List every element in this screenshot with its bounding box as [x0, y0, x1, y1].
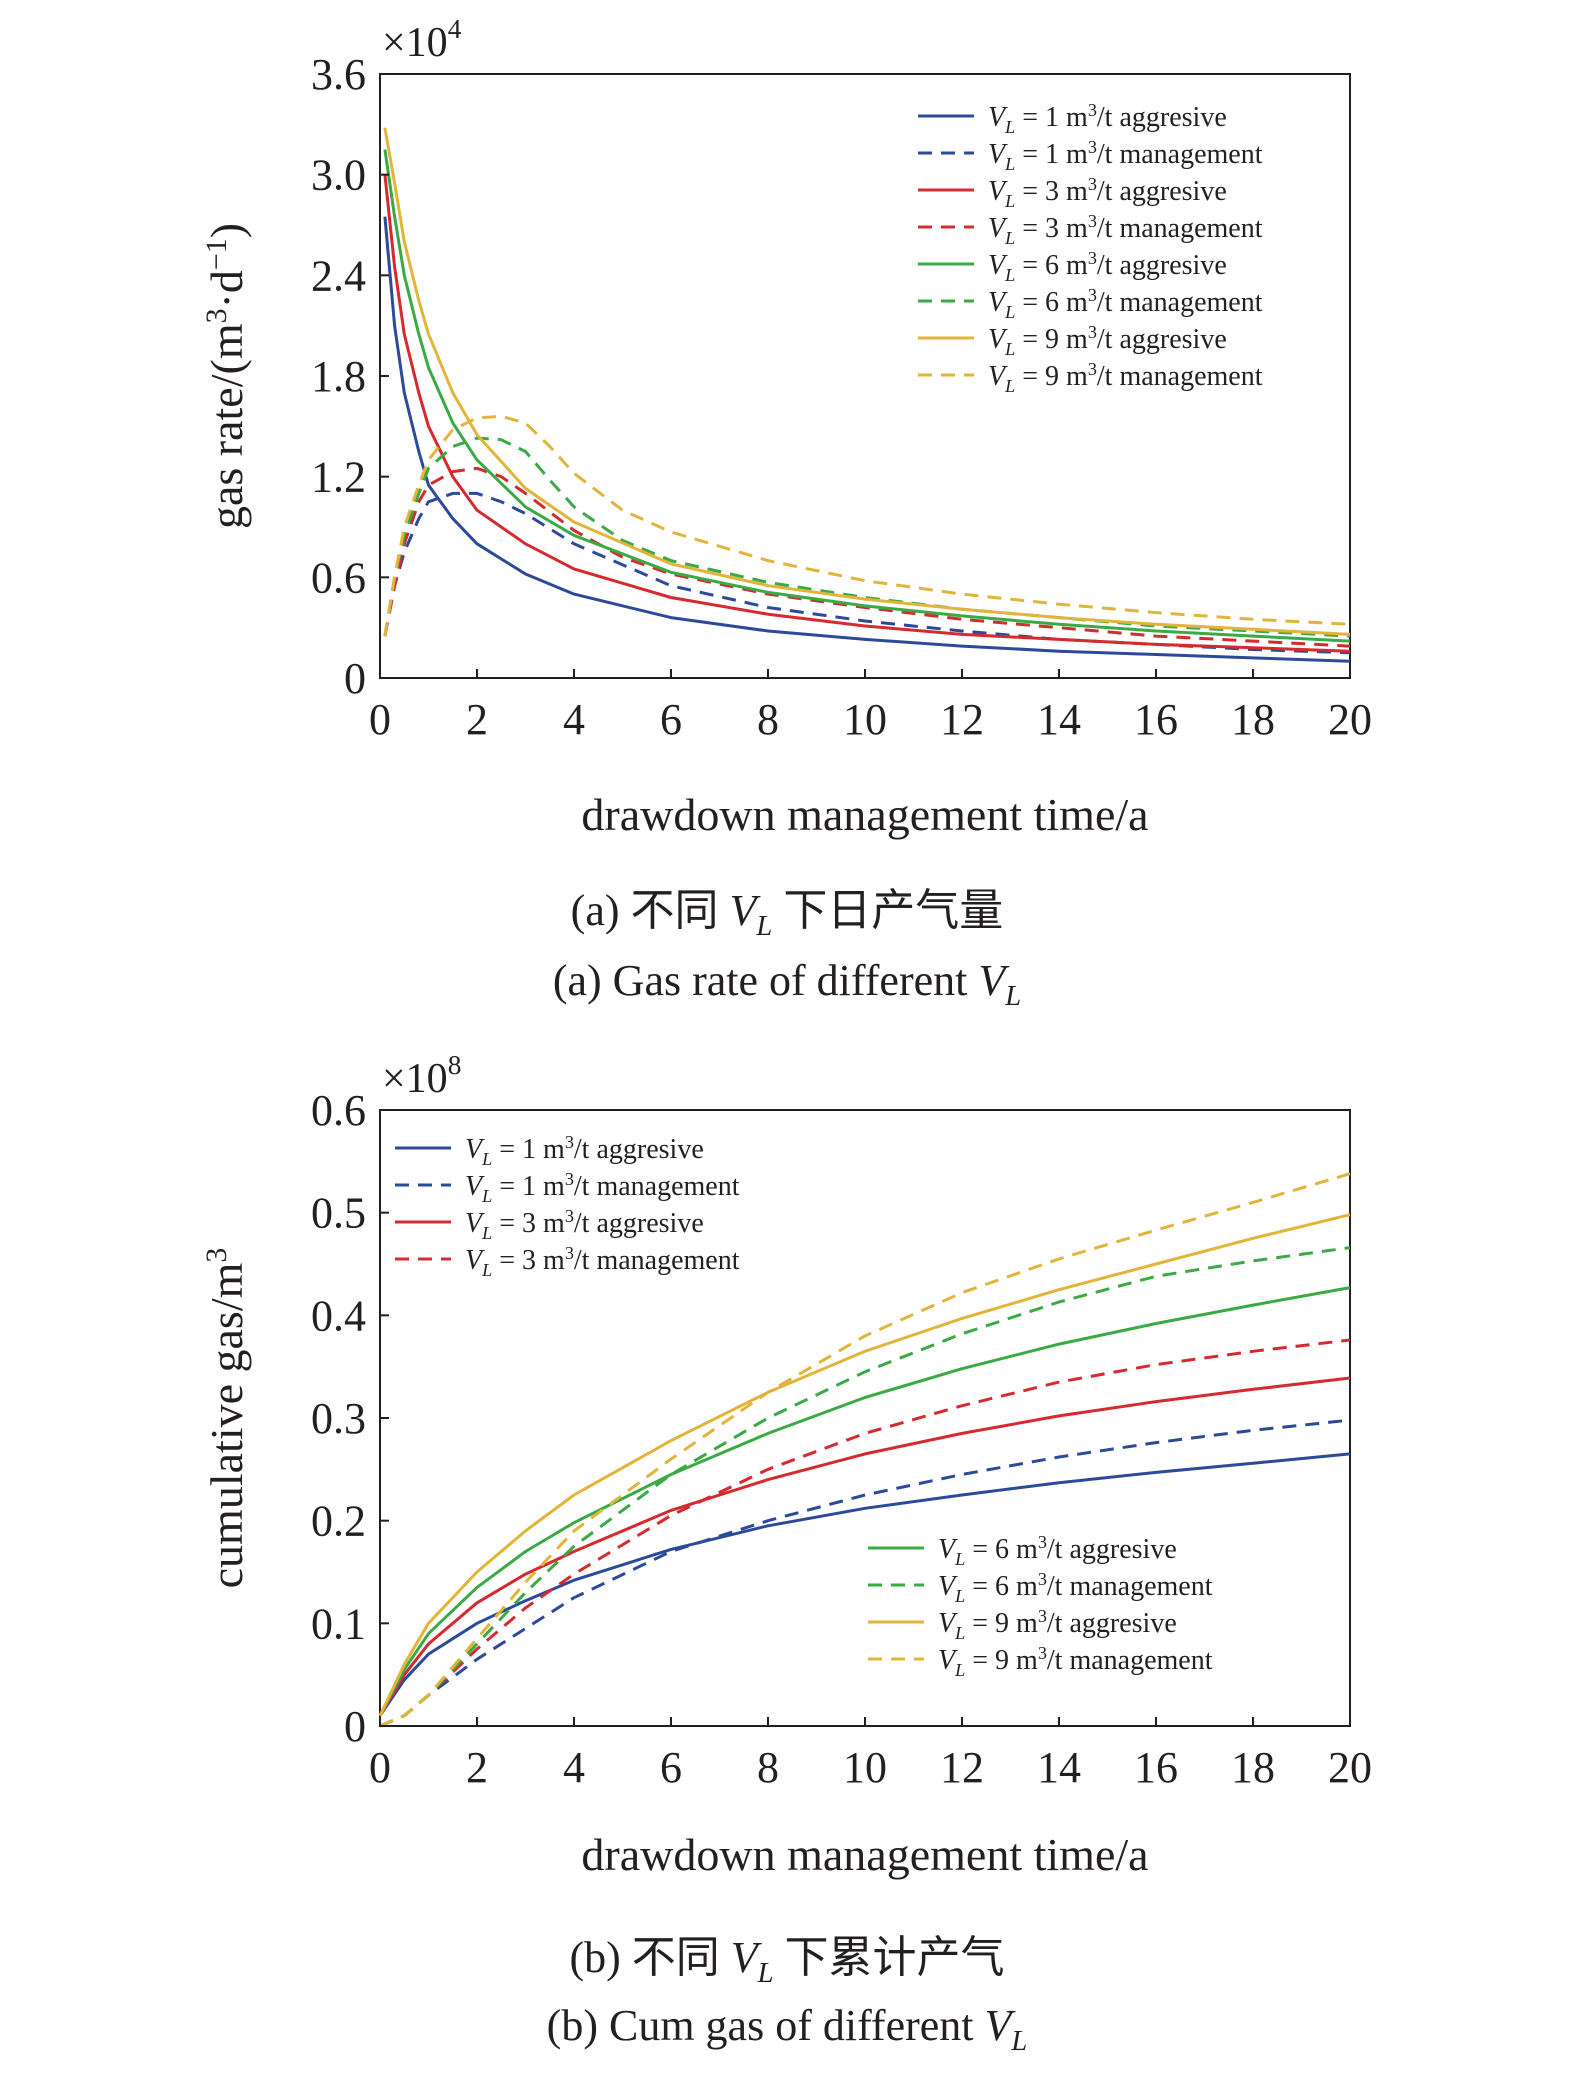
legend-label: VL = 1 m3/t aggresive	[465, 1132, 704, 1169]
legend-label: VL = 6 m3/t aggresive	[938, 1532, 1177, 1569]
x-tick-label: 0	[369, 1743, 391, 1792]
legend-label: VL = 3 m3/t aggresive	[465, 1206, 704, 1243]
legend-label: VL = 3 m3/t aggresive	[988, 174, 1227, 211]
x-tick-group: 0 2 4 6 8 10 12 14 16 18 20	[369, 1717, 1372, 1792]
series-group	[378, 1172, 1351, 1728]
legend-label: VL = 9 m3/t aggresive	[938, 1606, 1177, 1643]
x-tick-label: 8	[757, 695, 779, 744]
x-tick-label: 20	[1328, 1743, 1372, 1792]
y-tick-label: 0.6	[311, 1086, 366, 1135]
series-line-3	[383, 466, 1351, 648]
caption-chinese: (b) 不同 VL 下累计产气	[569, 1933, 1004, 1989]
series-line-6	[383, 127, 1351, 636]
legend-label: VL = 6 m3/t management	[988, 285, 1263, 322]
x-tick-label: 4	[563, 695, 585, 744]
legend-label: VL = 6 m3/t management	[938, 1569, 1213, 1606]
chart-gas-rate: 0 2 4 6 8 10 12 14 16 18 20 0 0.6 1.2 1.8 2.4 3.0 3.6 ×1…	[200, 14, 1372, 1012]
x-axis-label: drawdown management time/a	[581, 789, 1148, 840]
legend-label: VL = 3 m3/t management	[465, 1243, 740, 1280]
y-axis-label: cumulative gas/m3	[200, 1248, 252, 1589]
y-axis-label: gas rate/(m3·d−1)	[200, 223, 252, 529]
series-line-7	[383, 414, 1351, 637]
y-tick-group: 0 0.6 1.2 1.8 2.4 3.0 3.6	[311, 50, 389, 703]
x-tick-label: 12	[940, 1743, 984, 1792]
y-tick-label: 0.1	[311, 1599, 366, 1648]
legend-label: VL = 9 m3/t aggresive	[988, 322, 1227, 359]
chart-cumulative-gas: 0 2 4 6 8 10 12 14 16 18 20 0 0.1 0.2 0.3 0.4 0.5 0.6 ×1…	[200, 1050, 1372, 2057]
x-tick-label: 10	[843, 1743, 887, 1792]
y-tick-label: 3.0	[311, 151, 366, 200]
y-tick-label: 0	[344, 1702, 366, 1751]
x-tick-label: 20	[1328, 695, 1372, 744]
series-line-0	[383, 216, 1351, 663]
x-tick-label: 0	[369, 695, 391, 744]
plot-frame	[379, 1109, 1351, 1727]
x-tick-label: 4	[563, 1743, 585, 1792]
series-line-7	[379, 1172, 1351, 1728]
y-tick-label: 2.4	[311, 251, 366, 300]
caption-english: (b) Cum gas of different VL	[547, 2001, 1028, 2057]
legend-label: VL = 3 m3/t management	[988, 211, 1263, 248]
series-group	[383, 127, 1351, 663]
legend-label: VL = 9 m3/t management	[938, 1643, 1213, 1680]
y-multiplier: ×104	[382, 14, 462, 66]
x-tick-label: 16	[1134, 695, 1178, 744]
x-tick-label: 10	[843, 695, 887, 744]
y-tick-group: 0 0.1 0.2 0.3 0.4 0.5 0.6	[311, 1086, 389, 1751]
series-line-4	[378, 1286, 1351, 1717]
x-tick-label: 8	[757, 1743, 779, 1792]
y-tick-label: 0.3	[311, 1394, 366, 1443]
y-tick-label: 1.2	[311, 453, 366, 502]
series-line-1	[383, 491, 1351, 655]
legend-label: VL = 9 m3/t management	[988, 359, 1263, 396]
x-tick-label: 6	[660, 695, 682, 744]
y-tick-label: 1.8	[311, 352, 366, 401]
x-tick-label: 2	[466, 1743, 488, 1792]
y-tick-label: 0.6	[311, 553, 366, 602]
y-tick-label: 0.2	[311, 1497, 366, 1546]
x-tick-label: 12	[940, 695, 984, 744]
caption-chinese: (a) 不同 VL 下日产气量	[571, 886, 1004, 942]
x-tick-label: 14	[1037, 695, 1081, 744]
legend-label: VL = 1 m3/t management	[465, 1169, 740, 1206]
y-tick-label: 3.6	[311, 50, 366, 99]
x-tick-label: 18	[1231, 695, 1275, 744]
x-tick-label: 2	[466, 695, 488, 744]
x-tick-label: 14	[1037, 1743, 1081, 1792]
series-line-6	[378, 1213, 1351, 1717]
legend-label: VL = 1 m3/t aggresive	[988, 100, 1227, 137]
caption-english: (a) Gas rate of different VL	[553, 956, 1021, 1012]
x-tick-label: 18	[1231, 1743, 1275, 1792]
legend-label: VL = 6 m3/t aggresive	[988, 248, 1227, 285]
x-tick-label: 6	[660, 1743, 682, 1792]
series-line-5	[383, 436, 1351, 638]
series-line-1	[379, 1418, 1351, 1728]
x-tick-group: 0 2 4 6 8 10 12 14 16 18 20	[369, 669, 1372, 744]
x-axis-label: drawdown management time/a	[581, 1829, 1148, 1880]
y-tick-label: 0	[344, 654, 366, 703]
y-multiplier: ×108	[382, 1050, 461, 1102]
series-line-2	[383, 174, 1351, 653]
series-line-2	[378, 1376, 1351, 1717]
legend-label: VL = 1 m3/t management	[988, 137, 1263, 174]
y-tick-label: 0.5	[311, 1189, 366, 1238]
x-tick-label: 16	[1134, 1743, 1178, 1792]
series-line-4	[383, 149, 1351, 643]
y-tick-label: 0.4	[311, 1291, 366, 1340]
